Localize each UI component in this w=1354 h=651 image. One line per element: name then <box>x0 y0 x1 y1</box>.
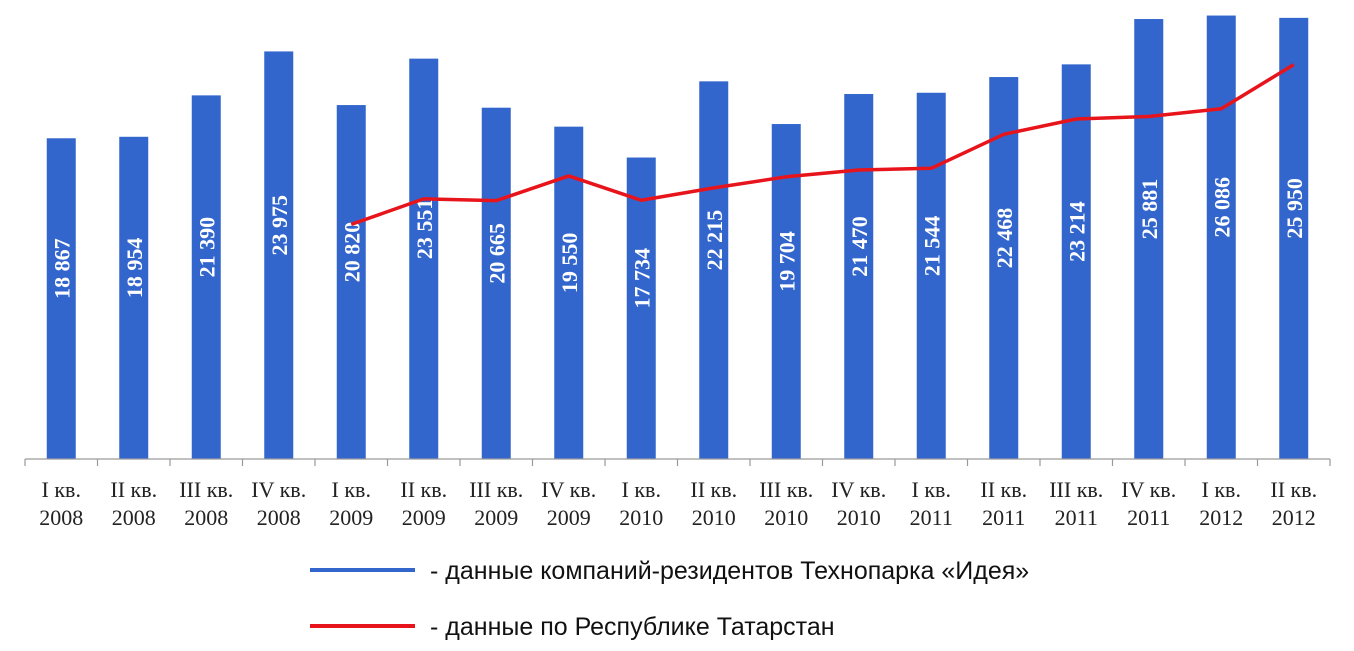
bar <box>844 94 874 459</box>
tatarstan-line <box>350 63 1295 227</box>
legend-label-tatarstan: - данные по Республике Татарстан <box>430 613 835 641</box>
bar-data-label: 20 820 <box>339 222 364 283</box>
x-tick-label: IV кв. 2011 <box>1121 477 1176 530</box>
x-axis-ticks <box>24 459 1331 466</box>
bar-data-label: 18 867 <box>49 238 74 299</box>
bar-data-label: 17 734 <box>629 248 654 309</box>
x-axis-tick-labels: I кв. 2008 II кв. 2008 III кв. 2008 IV кв. 2008… <box>39 477 1317 530</box>
bar <box>264 51 294 460</box>
bar <box>1061 64 1091 459</box>
bar-data-label: 25 881 <box>1137 179 1162 240</box>
bar-data-label: 25 950 <box>1282 178 1307 239</box>
bar-series <box>46 15 1309 460</box>
bar-data-label: 23 214 <box>1064 201 1089 262</box>
bar-data-label: 23 975 <box>267 195 292 256</box>
legend-label-technopark: - данные компаний-резидентов Технопарка … <box>430 557 1029 585</box>
bar-data-label: 19 550 <box>557 233 582 294</box>
bar-data-label: 21 470 <box>847 216 872 277</box>
bar-data-label: 21 390 <box>194 217 219 278</box>
x-tick-label: I кв. 2009 <box>329 477 373 530</box>
bar <box>916 92 946 459</box>
bar-data-label: 21 544 <box>919 216 944 277</box>
x-tick-label: II кв. 2009 <box>400 477 447 530</box>
bar-data-label: 22 468 <box>992 208 1017 269</box>
x-tick-label: III кв. 2011 <box>1049 477 1103 530</box>
bar <box>1279 17 1309 459</box>
bar <box>336 105 366 459</box>
bar <box>46 138 76 460</box>
x-tick-label: III кв. 2008 <box>179 477 233 530</box>
bar <box>481 107 511 459</box>
bar <box>191 95 221 460</box>
x-tick-label: I кв. 2008 <box>39 477 83 530</box>
x-tick-label: II кв. 2008 <box>110 477 157 530</box>
bar-data-label: 18 954 <box>122 238 147 299</box>
bar <box>554 126 584 460</box>
bar <box>1134 19 1164 459</box>
x-tick-label: IV кв. 2010 <box>831 477 886 530</box>
x-tick-label: II кв. 2010 <box>690 477 737 530</box>
x-tick-label: I кв. 2010 <box>619 477 663 530</box>
bar <box>1206 15 1236 460</box>
x-tick-label: IV кв. 2009 <box>541 477 596 530</box>
bar-data-label: 19 704 <box>774 231 799 292</box>
bar-data-label: 22 215 <box>702 210 727 270</box>
bar-data-label: 23 551 <box>412 199 437 260</box>
x-tick-label: I кв. 2011 <box>910 477 953 530</box>
x-tick-label: II кв. 2012 <box>1270 477 1317 530</box>
bar <box>626 157 656 459</box>
bar <box>119 136 149 460</box>
x-tick-label: II кв. 2011 <box>980 477 1027 530</box>
legend: - данные компаний-резидентов Технопарка … <box>310 557 1029 641</box>
bar-data-label: 26 086 <box>1209 177 1234 238</box>
x-tick-label: I кв. 2012 <box>1199 477 1243 530</box>
bar <box>699 81 729 459</box>
x-tick-label: III кв. 2009 <box>469 477 523 530</box>
bar-data-label: 20 665 <box>484 223 509 284</box>
x-tick-label: IV кв. 2008 <box>251 477 306 530</box>
bar-data-labels: 18 867 18 954 21 390 23 975 20 820 23 551 20 6… <box>49 177 1307 308</box>
x-tick-label: III кв. 2010 <box>759 477 813 530</box>
bar <box>409 58 439 460</box>
